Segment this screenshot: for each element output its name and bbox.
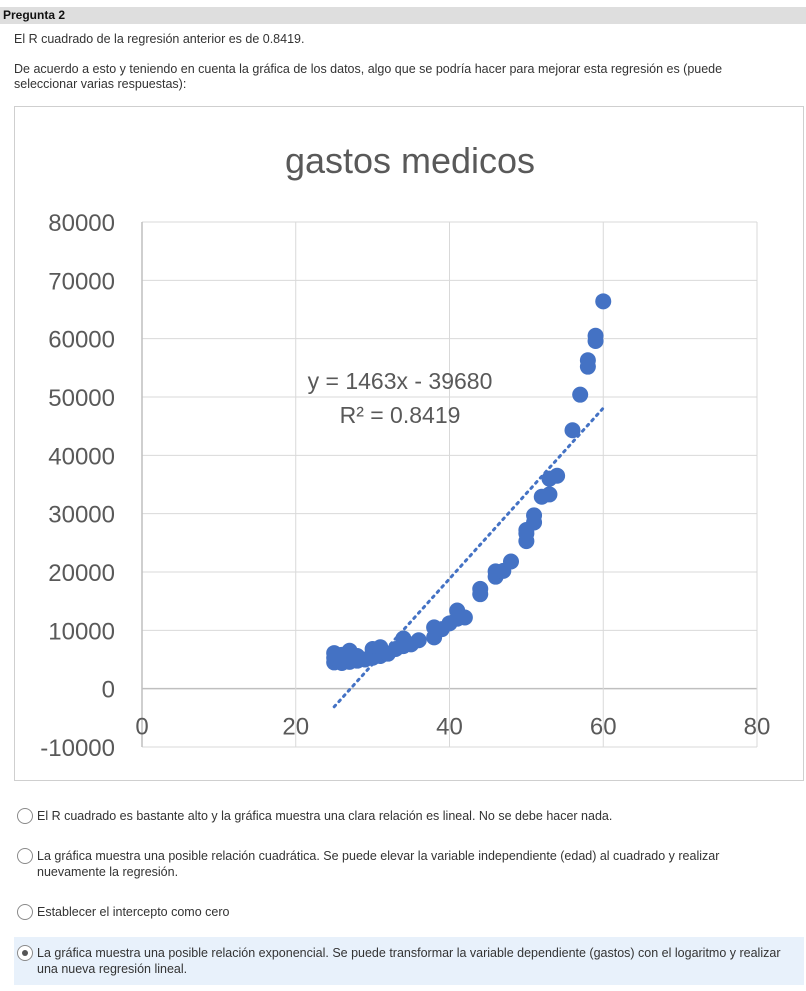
trendline-equation: y = 1463x - 39680 — [308, 368, 493, 394]
answer-option-1[interactable]: El R cuadrado es bastante alto y la gráf… — [14, 800, 804, 832]
data-point — [549, 467, 566, 484]
answer-option-label: Establecer el intercepto como cero — [37, 905, 230, 919]
x-tick-label: 20 — [282, 714, 309, 741]
y-tick-label: 60000 — [48, 327, 115, 354]
answer-option-label: La gráfica muestra una posible relación … — [37, 946, 781, 976]
answer-option-4[interactable]: La gráfica muestra una posible relación … — [14, 937, 804, 985]
radio-button-selected[interactable] — [17, 945, 33, 961]
data-point — [541, 486, 558, 503]
question-header: Pregunta 2 — [0, 7, 806, 24]
data-point — [456, 609, 473, 626]
data-point — [579, 352, 596, 369]
trendline-r2: R² = 0.8419 — [340, 402, 461, 428]
radio-button[interactable] — [17, 808, 33, 824]
data-point — [572, 386, 589, 403]
trendline — [332, 406, 605, 709]
data-point — [410, 632, 427, 649]
x-tick-label: 0 — [135, 714, 148, 741]
data-point — [564, 422, 581, 439]
y-tick-label: 10000 — [48, 618, 115, 645]
y-tick-label: 20000 — [48, 560, 115, 587]
answer-option-label: El R cuadrado es bastante alto y la gráf… — [37, 809, 613, 823]
radio-button[interactable] — [17, 904, 33, 920]
data-point — [587, 327, 604, 344]
data-point — [503, 553, 519, 570]
data-point — [472, 580, 489, 597]
x-tick-label: 40 — [436, 714, 463, 741]
answer-option-3[interactable]: Establecer el intercepto como cero — [14, 896, 804, 928]
chart-title: gastos medicos — [285, 140, 535, 181]
question-prompt-line-2: seleccionar varias respuestas): — [14, 77, 187, 91]
chart-image: -10000 0 10000 20000 30000 40000 50000 60000 700… — [14, 106, 804, 781]
answer-option-2[interactable]: La gráfica muestra una posible relación … — [14, 840, 804, 888]
question-prompt-line-1: De acuerdo a esto y teniendo en cuenta l… — [14, 62, 723, 76]
y-tick-label: 30000 — [48, 502, 115, 529]
question-number: Pregunta 2 — [3, 8, 66, 22]
question-statement: El R cuadrado de la regresión anterior e… — [14, 32, 305, 46]
answer-option-label: La gráfica muestra una posible relación … — [37, 849, 720, 879]
y-tick-label: 40000 — [48, 443, 115, 470]
x-tick-label: 80 — [744, 714, 771, 741]
y-tick-label: -10000 — [40, 735, 115, 762]
scatter-chart: -10000 0 10000 20000 30000 40000 50000 60000 700… — [40, 140, 771, 762]
x-tick-label: 60 — [590, 714, 617, 741]
y-tick-label: 80000 — [48, 210, 115, 237]
data-point — [526, 507, 543, 524]
radio-button[interactable] — [17, 848, 33, 864]
y-tick-label: 50000 — [48, 385, 115, 412]
data-point — [595, 293, 612, 310]
y-tick-label: 70000 — [48, 268, 115, 295]
y-tick-label: 0 — [102, 677, 115, 704]
